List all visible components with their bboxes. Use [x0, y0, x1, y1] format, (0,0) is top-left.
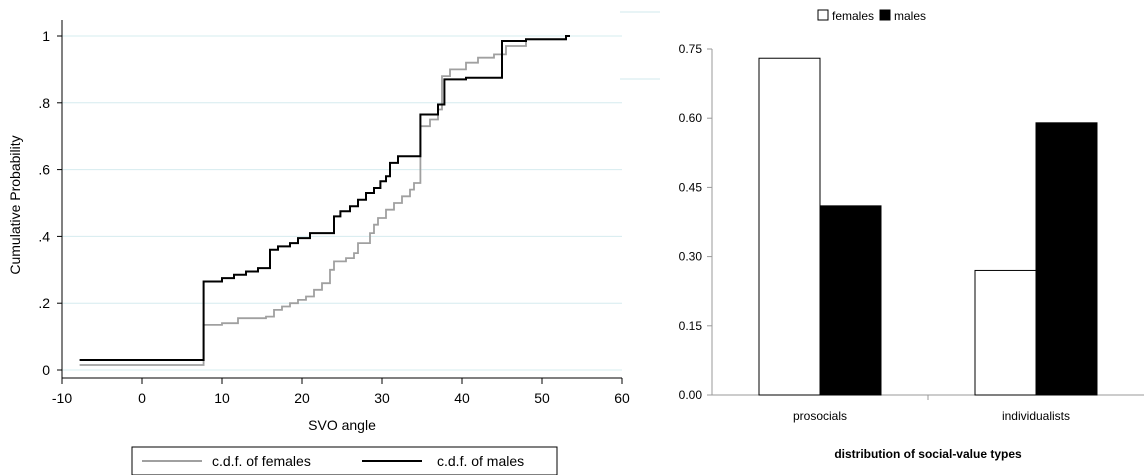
cdf-y-ticks: 0 .2 .4 .6 .8 1 [38, 28, 62, 378]
cdf-legend-females-label: c.d.f. of females [212, 453, 311, 469]
cdf-series [79, 35, 570, 366]
bar-x-axis-title: distribution of social-value types [834, 447, 1022, 461]
bar-y-tick-label: 0.00 [679, 388, 703, 402]
bar-chart: females males 0.00 0.15 0.30 0.45 0.60 0.75 p… [679, 9, 1144, 461]
bar-females-individualists [974, 269, 1037, 396]
bar-categories: prosocials individualists [793, 395, 1070, 423]
bar-y-ticks: 0.00 0.15 0.30 0.45 0.60 0.75 [679, 42, 712, 402]
cdf-y-tick-label: 1 [42, 28, 50, 44]
bar-category-label: prosocials [793, 409, 847, 423]
cdf-legend-box [131, 446, 558, 475]
cdf-x-tick-label: 60 [614, 390, 630, 406]
cdf-y-axis-title: Cumulative Probability [7, 135, 23, 274]
bar-males-individualists [1035, 122, 1098, 396]
cdf-x-tick-label: 40 [454, 390, 470, 406]
cdf-males-line [79, 35, 570, 361]
cdf-y-tick-label: .8 [38, 95, 50, 111]
cdf-y-tick-label: 0 [42, 362, 50, 378]
bar-y-tick-label: 0.75 [679, 42, 703, 56]
bar-y-tick-label: 0.30 [679, 250, 703, 264]
cdf-x-tick-label: 30 [374, 390, 390, 406]
cdf-x-tick-label: 20 [294, 390, 310, 406]
bar-series [758, 57, 1098, 396]
bar-y-tick-label: 0.45 [679, 180, 703, 194]
bar-legend-males-label: males [894, 9, 926, 23]
bar-legend-females-swatch [817, 9, 829, 21]
cdf-x-ticks: -10 0 10 20 30 40 50 60 [52, 378, 630, 406]
cdf-females-line [79, 35, 570, 366]
bar-y-tick-label: 0.60 [679, 111, 703, 125]
bar-legend: females males [817, 9, 926, 23]
cdf-y-tick-label: .4 [38, 228, 50, 244]
cdf-y-tick-label: .2 [38, 295, 50, 311]
bar-legend-males-swatch [879, 9, 891, 21]
cdf-x-tick-label: 0 [138, 390, 146, 406]
cdf-x-axis-title: SVO angle [308, 417, 376, 433]
bar-legend-females-label: females [832, 9, 874, 23]
bar-males-prosocials [819, 205, 882, 396]
bar-y-tick-label: 0.15 [679, 319, 703, 333]
cdf-x-tick-label: 50 [534, 390, 550, 406]
bar-category-label: individualists [1002, 409, 1070, 423]
cdf-chart: 0.2.4.6.81 -10 0 10 20 30 40 50 60 SVO angle Cu… [7, 20, 630, 475]
bar-females-prosocials [758, 57, 821, 396]
cdf-legend-males-label: c.d.f. of males [437, 453, 524, 469]
cdf-x-tick-label: -10 [52, 390, 72, 406]
cdf-gridlines [62, 35, 622, 371]
cdf-y-tick-label: .6 [38, 162, 50, 178]
cdf-legend: c.d.f. of females c.d.f. of males [131, 446, 558, 475]
cdf-x-tick-label: 10 [214, 390, 230, 406]
